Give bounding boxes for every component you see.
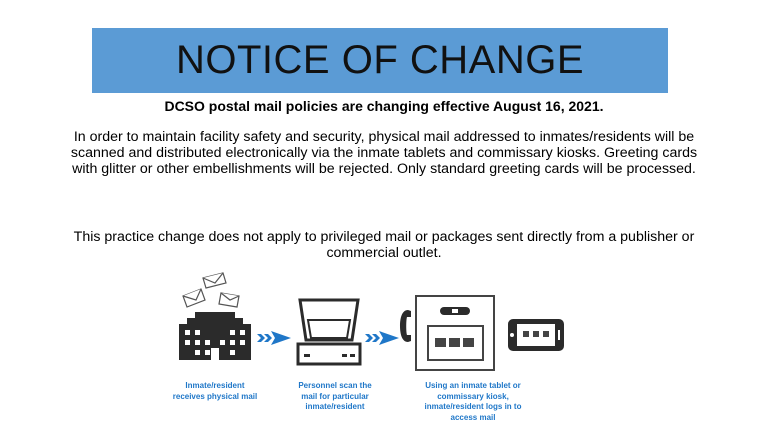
kiosk-icon <box>400 295 495 371</box>
page-title: NOTICE OF CHANGE <box>175 38 585 82</box>
policy-paragraph: In order to maintain facility safety and… <box>70 129 698 177</box>
building-with-mail-icon <box>179 272 251 360</box>
title-banner: NOTICE OF CHANGE <box>92 28 668 93</box>
scanner-icon <box>296 298 362 366</box>
tablet-icon <box>508 319 564 351</box>
step-caption-scan: Personnel scan the mail for particular i… <box>298 381 372 411</box>
arrow-icon <box>365 331 399 345</box>
step-caption-access: Using an inmate tablet or commissary kio… <box>424 381 522 422</box>
subtitle: DCSO postal mail policies are changing e… <box>164 98 604 114</box>
exception-paragraph: This practice change does not apply to p… <box>73 229 695 261</box>
step-caption-receive: Inmate/resident receives physical mail <box>172 381 258 401</box>
arrow-icon <box>257 331 291 345</box>
